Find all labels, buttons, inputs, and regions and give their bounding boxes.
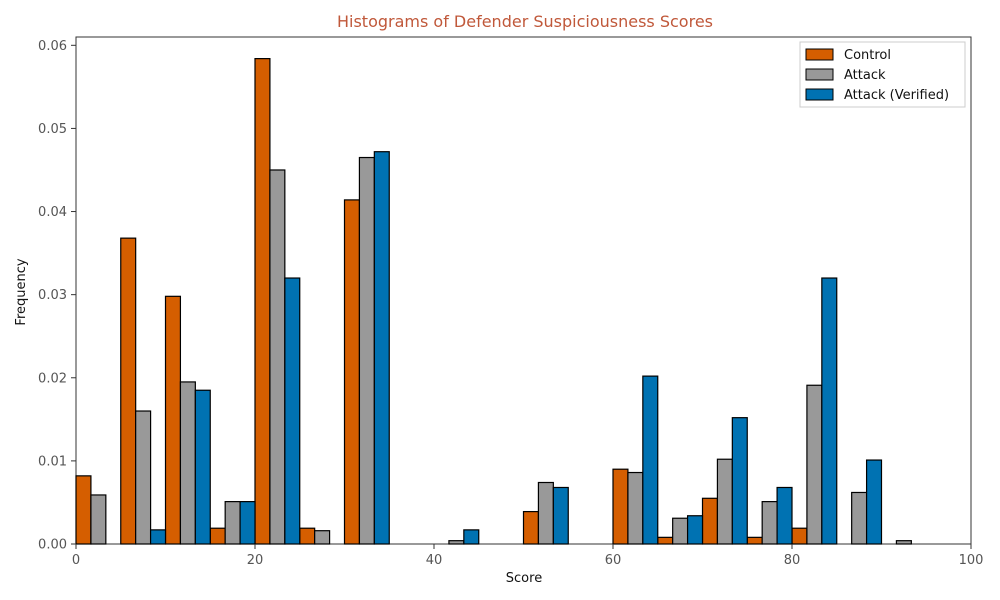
- bar-attack-bin-10: [537, 481, 554, 545]
- bar-attack-bin-2: [179, 381, 196, 545]
- bar-attack-bin-15: [761, 501, 778, 545]
- bar-control-bin-1: [120, 237, 137, 545]
- bar-attack-verified-bin-13: [686, 515, 704, 545]
- bar-control-bin-14: [701, 497, 719, 545]
- bar-control-bin-2: [164, 295, 182, 545]
- legend: Control Attack Attack (Verified): [799, 41, 966, 108]
- y-axis-label: Frequency: [14, 258, 29, 325]
- bar-attack-bin-12: [627, 471, 644, 545]
- bar-control-bin-15: [746, 536, 763, 545]
- bar-control-bin-10: [522, 510, 540, 545]
- legend-swatch: [805, 68, 834, 81]
- y-tick-label: 0.03: [38, 288, 67, 303]
- bar-control-bin-16: [791, 527, 808, 545]
- bar-attack-verified-bin-6: [373, 151, 390, 545]
- x-axis-ticks: 0 20 40 60 80 100: [72, 544, 984, 568]
- bar-attack-verified-bin-2: [194, 389, 211, 545]
- bar-attack-verified-bin-17: [865, 459, 883, 545]
- bar-attack-bin-18: [895, 540, 912, 545]
- bar-control-bin-12: [612, 468, 629, 545]
- bar-control-bin-0: [75, 475, 92, 545]
- x-axis-label: Score: [506, 571, 542, 586]
- x-tick-label: 20: [247, 553, 264, 568]
- y-tick-label: 0.01: [38, 454, 67, 469]
- legend-swatch: [805, 88, 834, 101]
- bar-attack-bin-1: [135, 410, 152, 545]
- bar-attack-verified-bin-12: [642, 375, 659, 545]
- bar-attack-verified-bin-15: [776, 486, 793, 545]
- bar-attack-verified-bin-10: [552, 486, 569, 545]
- y-tick-label: 0.06: [38, 39, 67, 54]
- bars-group: [75, 58, 912, 545]
- legend-label: Attack: [844, 68, 886, 83]
- bar-attack-bin-14: [716, 458, 733, 545]
- x-tick-label: 40: [426, 553, 443, 568]
- x-tick-label: 60: [605, 553, 622, 568]
- bar-attack-verified-bin-16: [821, 277, 838, 545]
- y-axis-ticks: 0.00 0.01 0.02 0.03 0.04 0.05 0.06: [38, 39, 76, 553]
- bar-attack-bin-3: [224, 501, 241, 545]
- x-tick-label: 100: [959, 553, 984, 568]
- x-tick-label: 0: [72, 553, 80, 568]
- bar-attack-bin-16: [806, 384, 823, 545]
- bar-attack-bin-6: [358, 156, 375, 545]
- chart-title: Histograms of Defender Suspiciousness Sc…: [337, 12, 713, 31]
- bar-attack-verified-bin-4: [284, 277, 301, 545]
- y-tick-label: 0.05: [38, 122, 67, 137]
- y-tick-label: 0.00: [38, 538, 67, 553]
- legend-label: Attack (Verified): [844, 88, 949, 103]
- x-tick-label: 80: [784, 553, 801, 568]
- bar-attack-bin-17: [851, 491, 868, 545]
- bar-attack-verified-bin-14: [731, 417, 748, 545]
- bar-attack-bin-4: [269, 169, 286, 545]
- legend-label: Control: [844, 48, 891, 63]
- bar-attack-bin-5: [314, 530, 331, 545]
- legend-swatch: [805, 48, 834, 61]
- bar-attack-verified-bin-3: [239, 501, 256, 545]
- bar-attack-bin-0: [90, 494, 107, 545]
- bar-control-bin-13: [657, 536, 674, 545]
- bar-control-bin-6: [343, 199, 361, 545]
- bar-attack-verified-bin-1: [149, 529, 167, 545]
- bar-attack-verified-bin-8: [463, 529, 480, 545]
- bar-control-bin-4: [254, 58, 271, 545]
- bar-attack-bin-13: [672, 517, 689, 545]
- y-tick-label: 0.02: [38, 371, 67, 386]
- bar-control-bin-5: [299, 527, 316, 545]
- y-tick-label: 0.04: [38, 205, 67, 220]
- bar-control-bin-3: [209, 527, 226, 545]
- bar-attack-bin-8: [448, 540, 465, 545]
